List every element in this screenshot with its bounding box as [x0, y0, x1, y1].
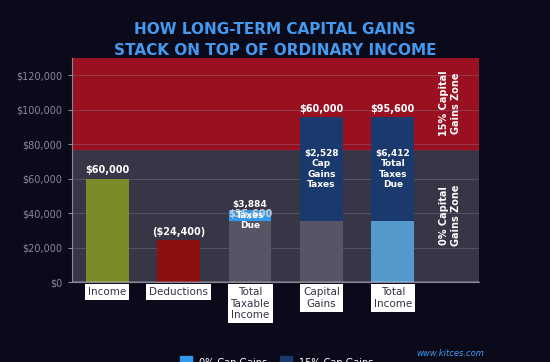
Text: $6,412
Total
Taxes
Due: $6,412 Total Taxes Due	[376, 149, 410, 189]
Bar	[86, 179, 129, 282]
Text: 15% Capital
Gains Zone: 15% Capital Gains Zone	[439, 71, 461, 136]
Text: $60,000: $60,000	[85, 165, 129, 175]
Bar	[157, 240, 200, 282]
Text: HOW LONG-TERM CAPITAL GAINS: HOW LONG-TERM CAPITAL GAINS	[134, 22, 416, 37]
Text: $3,884
Taxes
Due: $3,884 Taxes Due	[233, 201, 267, 230]
Bar	[72, 149, 478, 282]
Bar	[229, 221, 272, 282]
Text: $2,528
Cap
Gains
Taxes: $2,528 Cap Gains Taxes	[304, 149, 339, 189]
Bar	[72, 282, 478, 308]
Text: ($24,400): ($24,400)	[152, 227, 205, 237]
Bar	[371, 221, 414, 282]
Text: STACK ON TOP OF ORDINARY INCOME: STACK ON TOP OF ORDINARY INCOME	[114, 43, 436, 58]
Legend: 0% Cap Gains, 15% Cap Gains: 0% Cap Gains, 15% Cap Gains	[173, 354, 377, 362]
Bar	[229, 210, 272, 221]
Text: $95,600: $95,600	[371, 104, 415, 114]
Bar	[72, 58, 478, 149]
Bar	[300, 117, 343, 221]
Text: $60,000: $60,000	[299, 104, 344, 114]
Bar	[300, 221, 343, 282]
Bar	[371, 117, 414, 221]
Text: $35,600: $35,600	[228, 209, 272, 219]
Text: www.kitces.com: www.kitces.com	[416, 349, 484, 358]
Text: 0% Capital
Gains Zone: 0% Capital Gains Zone	[439, 185, 461, 247]
